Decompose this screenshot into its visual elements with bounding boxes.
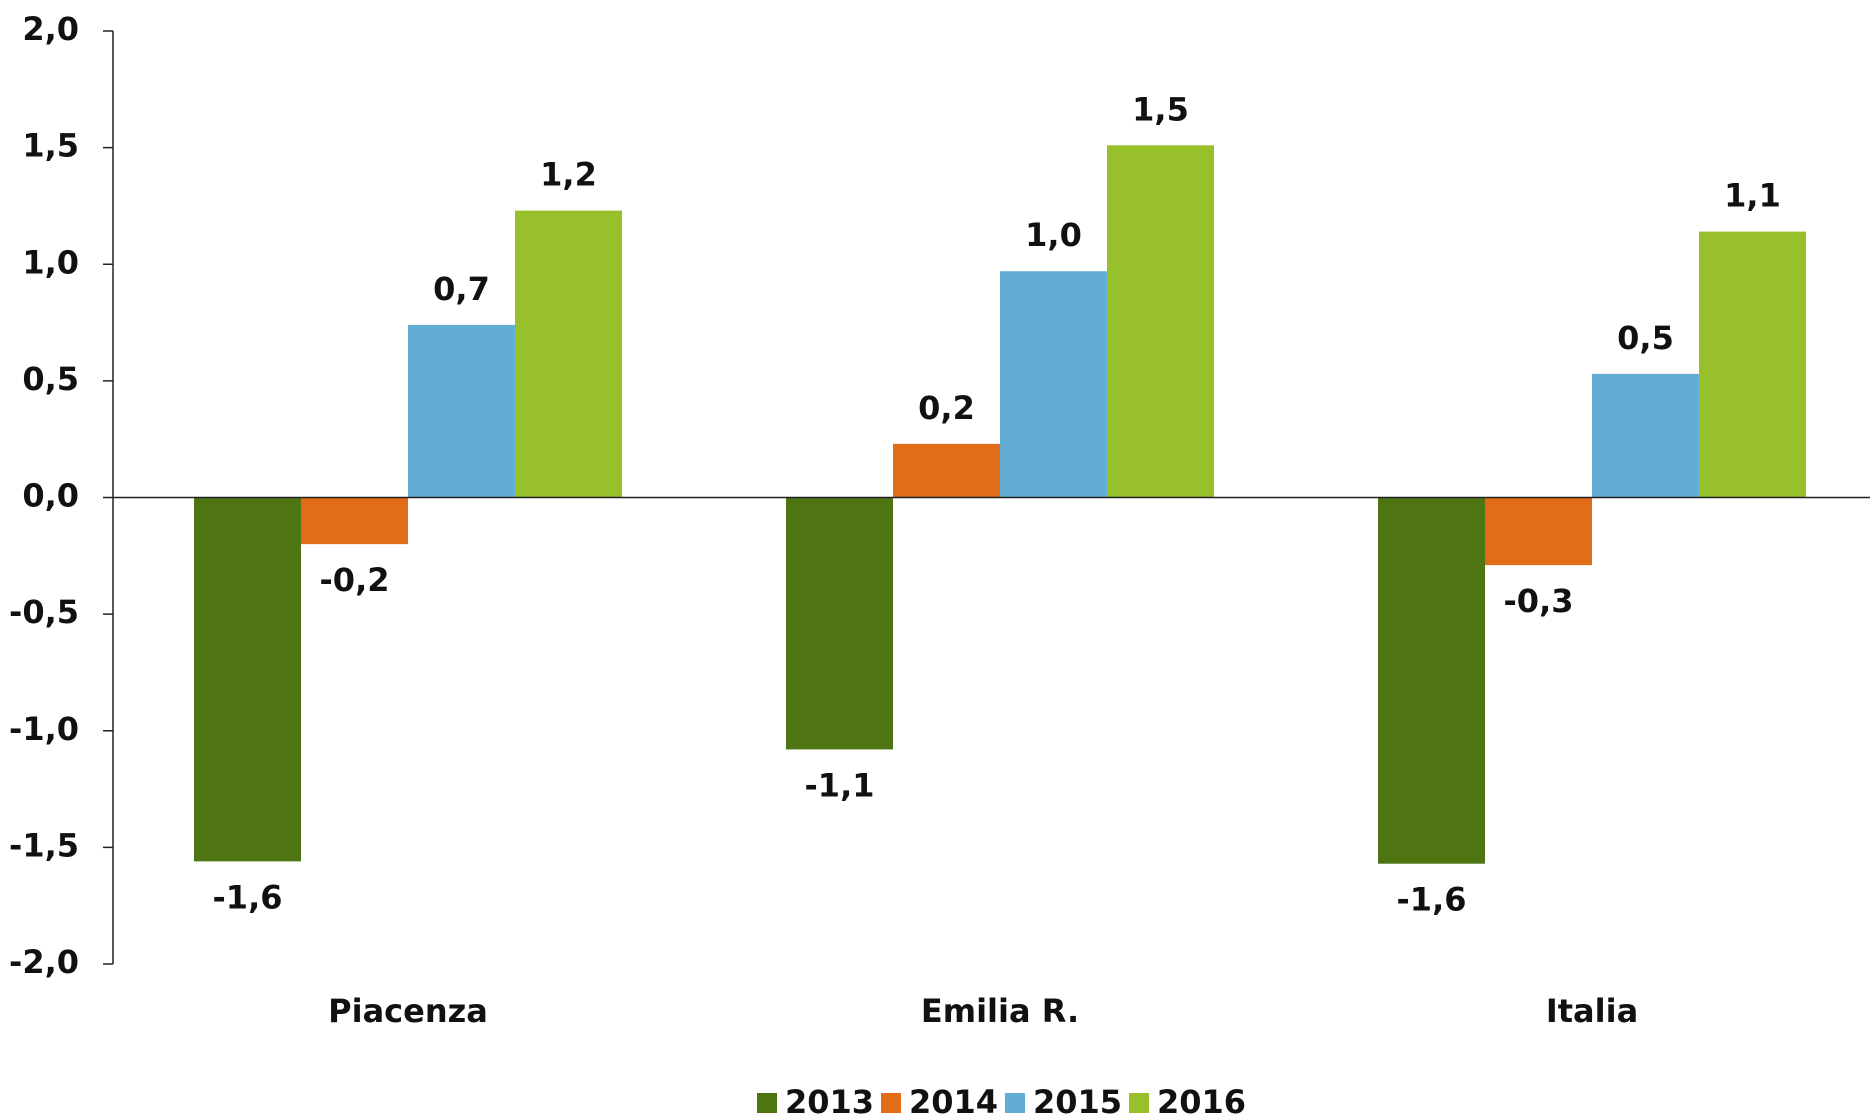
data-label: 1,0 xyxy=(1025,216,1082,254)
legend-label: 2014 xyxy=(909,1083,998,1120)
legend-label: 2013 xyxy=(785,1083,874,1120)
bar xyxy=(1107,145,1214,498)
bar xyxy=(194,497,301,862)
data-label: 1,1 xyxy=(1724,177,1781,215)
data-label: 0,2 xyxy=(918,389,975,427)
bar xyxy=(515,210,622,498)
legend-label: 2015 xyxy=(1033,1083,1122,1120)
data-label: -1,1 xyxy=(805,766,875,804)
bar xyxy=(1699,231,1806,498)
legend-label: 2016 xyxy=(1157,1083,1246,1120)
bar xyxy=(786,497,893,750)
y-tick-label: 2,0 xyxy=(22,10,79,48)
y-tick-label: 0,5 xyxy=(22,360,79,398)
bar xyxy=(1485,497,1592,566)
y-tick-label: -1,5 xyxy=(9,826,79,864)
legend-swatch xyxy=(1129,1093,1149,1113)
bar xyxy=(301,497,408,545)
data-label: -1,6 xyxy=(213,878,283,916)
data-label: 0,7 xyxy=(433,270,490,308)
y-tick-label: -2,0 xyxy=(9,943,79,981)
data-label: 1,5 xyxy=(1132,90,1189,128)
data-label: -1,6 xyxy=(1397,881,1467,919)
x-tick-label: Piacenza xyxy=(328,992,488,1030)
legend-swatch xyxy=(757,1093,777,1113)
y-tick-label: 1,0 xyxy=(22,243,79,281)
x-tick-label: Emilia R. xyxy=(921,992,1079,1030)
y-tick-label: 1,5 xyxy=(22,127,79,165)
bar xyxy=(1378,497,1485,864)
y-tick-label: 0,0 xyxy=(22,477,79,515)
bar xyxy=(408,324,515,498)
bar xyxy=(1000,271,1107,498)
data-label: -0,3 xyxy=(1504,582,1574,620)
x-tick-label: Italia xyxy=(1546,992,1638,1030)
legend-swatch xyxy=(1005,1093,1025,1113)
data-label: -0,2 xyxy=(320,561,390,599)
data-label: 1,2 xyxy=(540,156,597,194)
bar xyxy=(893,443,1000,498)
bar xyxy=(1592,373,1699,498)
y-tick-label: -1,0 xyxy=(9,710,79,748)
legend-swatch xyxy=(881,1093,901,1113)
data-label: 0,5 xyxy=(1617,319,1674,357)
y-tick-label: -0,5 xyxy=(9,593,79,631)
